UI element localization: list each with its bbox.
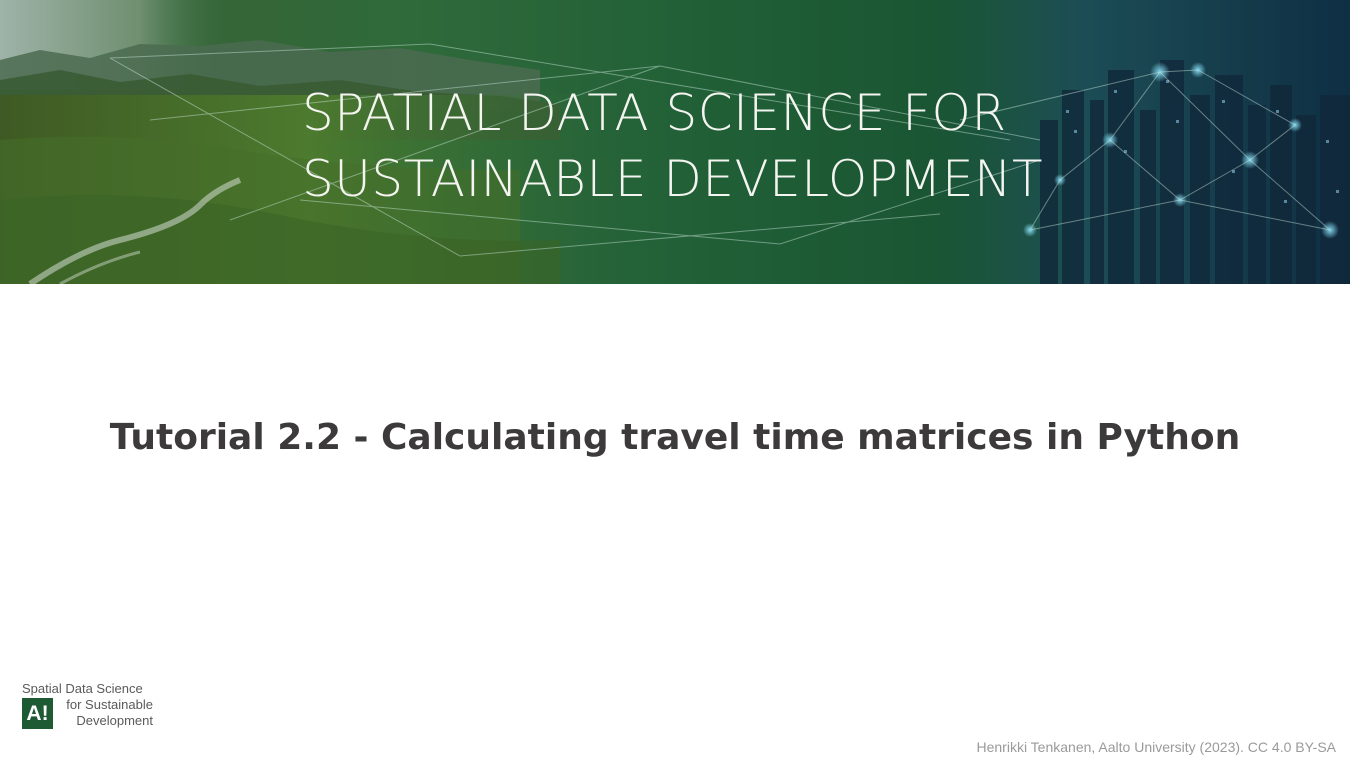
banner-title: SPATIAL DATA SCIENCE FOR SUSTAINABLE DEV… xyxy=(302,80,1043,212)
footer-credit: Henrikki Tenkanen, Aalto University (202… xyxy=(976,739,1336,755)
aalto-logo-icon: A! xyxy=(22,698,53,729)
logo-text-line3: Development xyxy=(76,713,153,728)
banner-title-line1: SPATIAL DATA SCIENCE FOR xyxy=(302,84,1007,142)
logo-text-line2: for Sustainable xyxy=(66,697,153,712)
course-logo: Spatial Data Science A! for Sustainable … xyxy=(22,681,172,733)
slide-title: Tutorial 2.2 - Calculating travel time m… xyxy=(109,417,1241,458)
banner-landscape-image xyxy=(0,0,1350,284)
banner-title-line2: SUSTAINABLE DEVELOPMENT xyxy=(302,150,1044,208)
logo-text-line1: Spatial Data Science xyxy=(22,681,143,696)
header-banner: SPATIAL DATA SCIENCE FOR SUSTAINABLE DEV… xyxy=(0,0,1350,284)
